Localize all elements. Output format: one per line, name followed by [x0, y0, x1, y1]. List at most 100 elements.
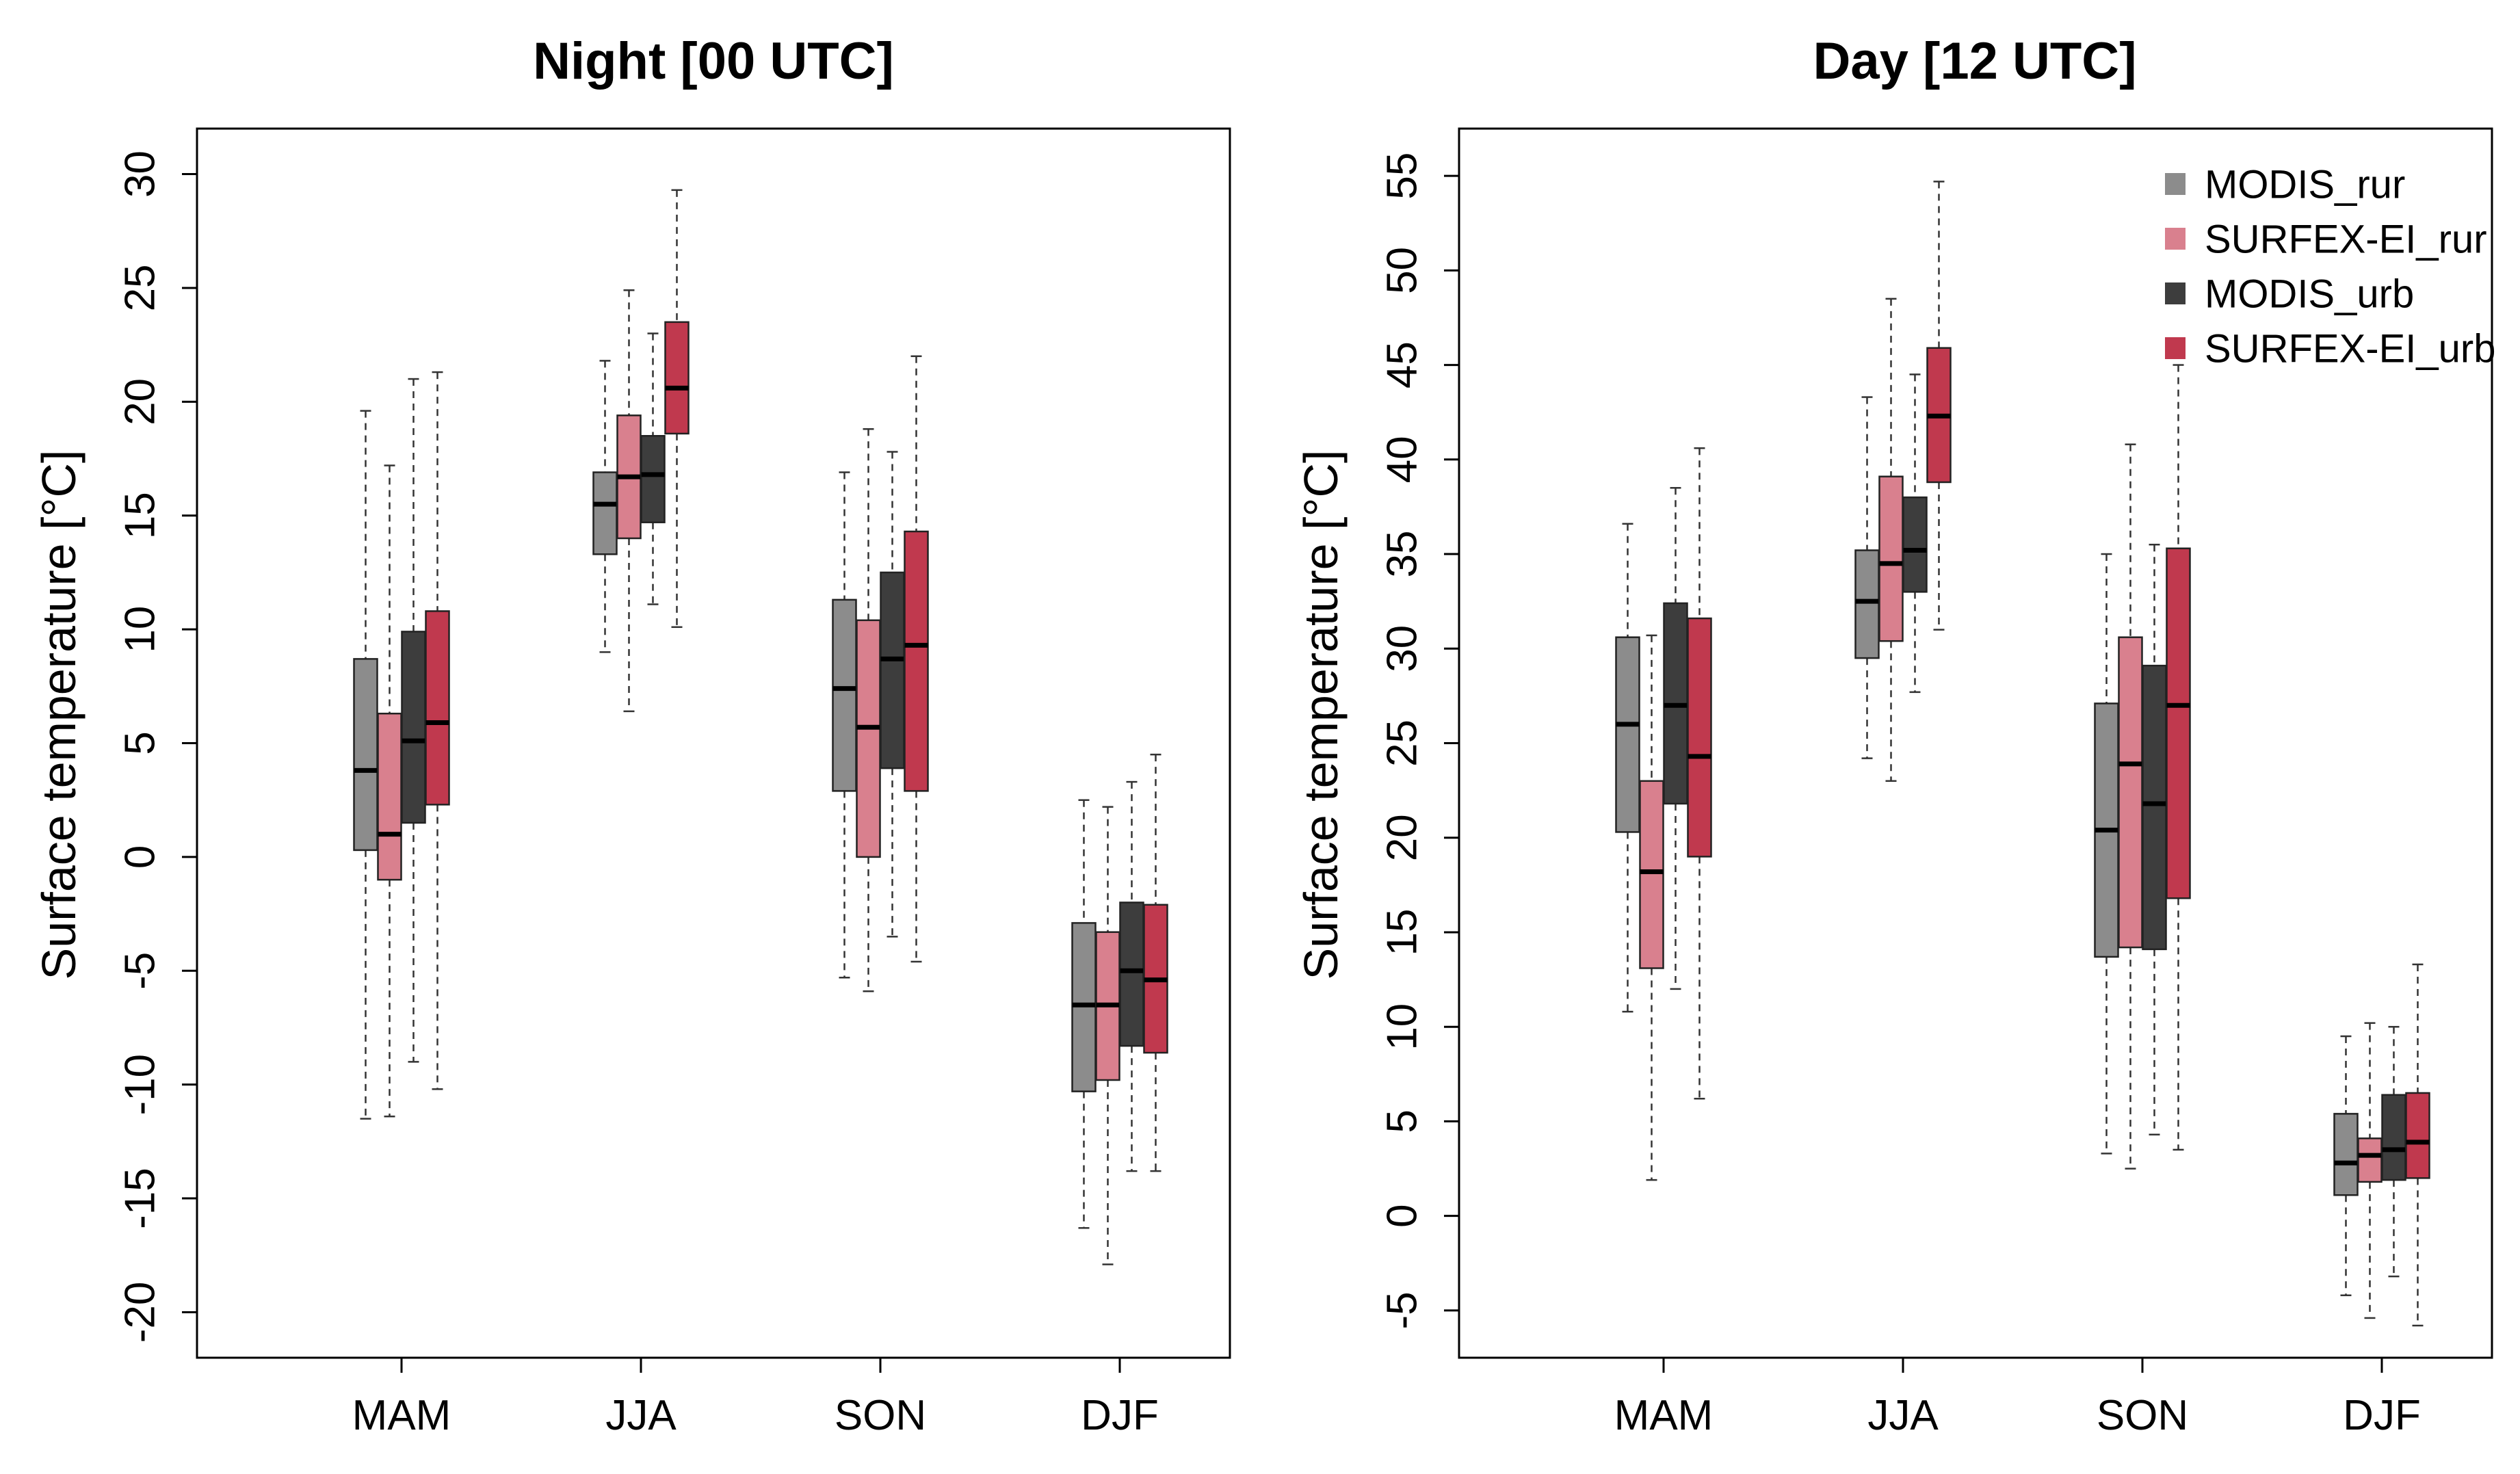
night-plot-frame [196, 127, 1231, 1359]
day-y-tick-label: 55 [1379, 153, 1426, 200]
day-box-SURFEX-EI_urb-DJF [2405, 963, 2430, 1327]
night-x-category-label: JJA [605, 1392, 677, 1439]
night-x-category-label: DJF [1081, 1392, 1159, 1439]
iqr-box [1687, 617, 1712, 858]
day-box-SURFEX-EI_urb-SON [2166, 364, 2191, 1151]
iqr-box [2381, 1094, 2406, 1181]
legend-label: MODIS_rur [2205, 163, 2405, 207]
iqr-box [2333, 1113, 2359, 1196]
iqr-box [664, 321, 690, 435]
day-y-tick-label: 30 [1379, 625, 1426, 672]
iqr-box [1854, 549, 1880, 659]
iqr-box [856, 619, 881, 858]
night-box-MODIS_rur-JJA [592, 360, 618, 653]
day-y-tick-label: 35 [1379, 531, 1426, 578]
night-x-category-label: SON [835, 1392, 926, 1439]
day-box-MODIS_urb-MAM [1663, 487, 1688, 990]
iqr-box [2166, 547, 2191, 899]
day-box-SURFEX-EI_urb-MAM [1687, 447, 1712, 1100]
iqr-box [401, 631, 426, 824]
day-y-tick-label: 40 [1379, 436, 1426, 483]
legend: MODIS_rur SURFEX-EI_rur MODIS_urb SURFEX-EI… [2165, 163, 2495, 371]
day-box-MODIS_rur-SON [2094, 553, 2119, 1155]
night-box-MODIS_urb-DJF [1119, 780, 1144, 1172]
iqr-box [1639, 780, 1664, 969]
night-box-SURFEX-EI_rur-DJF [1095, 806, 1120, 1265]
night-y-tick-label: -20 [117, 1282, 164, 1343]
night-y-tick-label: -15 [117, 1168, 164, 1229]
day-box-SURFEX-EI_urb-JJA [1926, 181, 1952, 631]
night-box-SURFEX-EI_rur-SON [856, 428, 881, 992]
day-y-tick-label: 20 [1379, 814, 1426, 861]
night-y-tick-label: 25 [117, 264, 164, 311]
iqr-box [2142, 664, 2167, 951]
day-x-category-label: JJA [1867, 1392, 1939, 1439]
night-y-tick-label: 20 [117, 378, 164, 425]
night-y-tick-label: 15 [117, 492, 164, 539]
iqr-box [2118, 636, 2143, 949]
day-box-MODIS_urb-DJF [2381, 1025, 2406, 1278]
day-panel-title: Day [12 UTC] [1813, 32, 2137, 90]
night-box-MODIS_urb-JJA [640, 332, 666, 605]
night-box-MODIS_rur-DJF [1071, 799, 1097, 1229]
iqr-box [2357, 1137, 2383, 1183]
iqr-box [2405, 1092, 2430, 1179]
iqr-box [832, 598, 857, 792]
iqr-box [353, 658, 378, 852]
iqr-box [1902, 496, 1928, 593]
night-box-MODIS_urb-SON [880, 451, 905, 938]
iqr-box [592, 471, 618, 555]
day-box-SURFEX-EI_rur-SON [2118, 443, 2143, 1170]
day-box-SURFEX-EI_rur-MAM [1639, 634, 1664, 1181]
night-y-tick-label: -10 [117, 1054, 164, 1116]
night-box-SURFEX-EI_urb-MAM [425, 371, 450, 1090]
day-box-MODIS_urb-SON [2142, 543, 2167, 1136]
night-y-tick-label: -5 [117, 952, 164, 990]
night-panel: Night [00 UTC] Surface temperature [°C] … [32, 32, 1231, 1439]
night-box-SURFEX-EI_urb-JJA [664, 189, 690, 629]
day-y-tick-label: -5 [1379, 1291, 1426, 1329]
legend-label: SURFEX-EI_urb [2205, 327, 2495, 371]
night-panel-title: Night [00 UTC] [533, 32, 894, 90]
night-box-SURFEX-EI_rur-MAM [377, 464, 402, 1118]
iqr-box [1119, 901, 1144, 1047]
night-y-tick-label: 5 [117, 731, 164, 754]
night-y-tick-label: 10 [117, 606, 164, 653]
day-y-tick-label: 45 [1379, 341, 1426, 389]
night-box-SURFEX-EI_rur-JJA [616, 289, 642, 713]
day-box-MODIS_rur-JJA [1854, 396, 1880, 759]
night-y-axis-label: Surface temperature [°C] [32, 450, 86, 980]
iqr-box [904, 530, 929, 792]
day-box-MODIS_rur-MAM [1615, 523, 1640, 1013]
day-y-axis-label: Surface temperature [°C] [1294, 450, 1348, 980]
iqr-box [880, 571, 905, 769]
day-box-MODIS_rur-DJF [2333, 1035, 2359, 1297]
day-y-tick-label: 5 [1379, 1109, 1426, 1133]
day-x-category-label: DJF [2343, 1392, 2421, 1439]
day-x-category-label: MAM [1614, 1392, 1714, 1439]
night-box-SURFEX-EI_urb-DJF [1143, 753, 1168, 1172]
night-x-category-label: MAM [352, 1392, 451, 1439]
night-box-SURFEX-EI_urb-SON [904, 355, 929, 963]
day-box-SURFEX-EI_rur-JJA [1878, 298, 1904, 782]
iqr-box [640, 435, 666, 523]
day-panel: Day [12 UTC] Surface temperature [°C] MO… [1294, 32, 2495, 1439]
day-y-tick-label: 0 [1379, 1204, 1426, 1227]
night-y-tick-label: 0 [117, 845, 164, 869]
day-y-tick-label: 15 [1379, 908, 1426, 956]
legend-label: MODIS_urb [2205, 272, 2414, 317]
day-x-category-label: SON [2097, 1392, 2188, 1439]
day-y-tick-label: 10 [1379, 1003, 1426, 1051]
day-y-tick-label: 25 [1379, 720, 1426, 767]
iqr-box [377, 712, 402, 881]
night-box-MODIS_rur-SON [832, 471, 857, 979]
iqr-box [1615, 636, 1640, 833]
night-y-tick-label: 30 [117, 150, 164, 198]
legend-swatch [2165, 228, 2186, 250]
iqr-box [425, 610, 450, 806]
legend-swatch [2165, 337, 2186, 359]
iqr-box [1878, 475, 1904, 642]
night-box-MODIS_rur-MAM [353, 410, 378, 1120]
legend-swatch [2165, 282, 2186, 304]
